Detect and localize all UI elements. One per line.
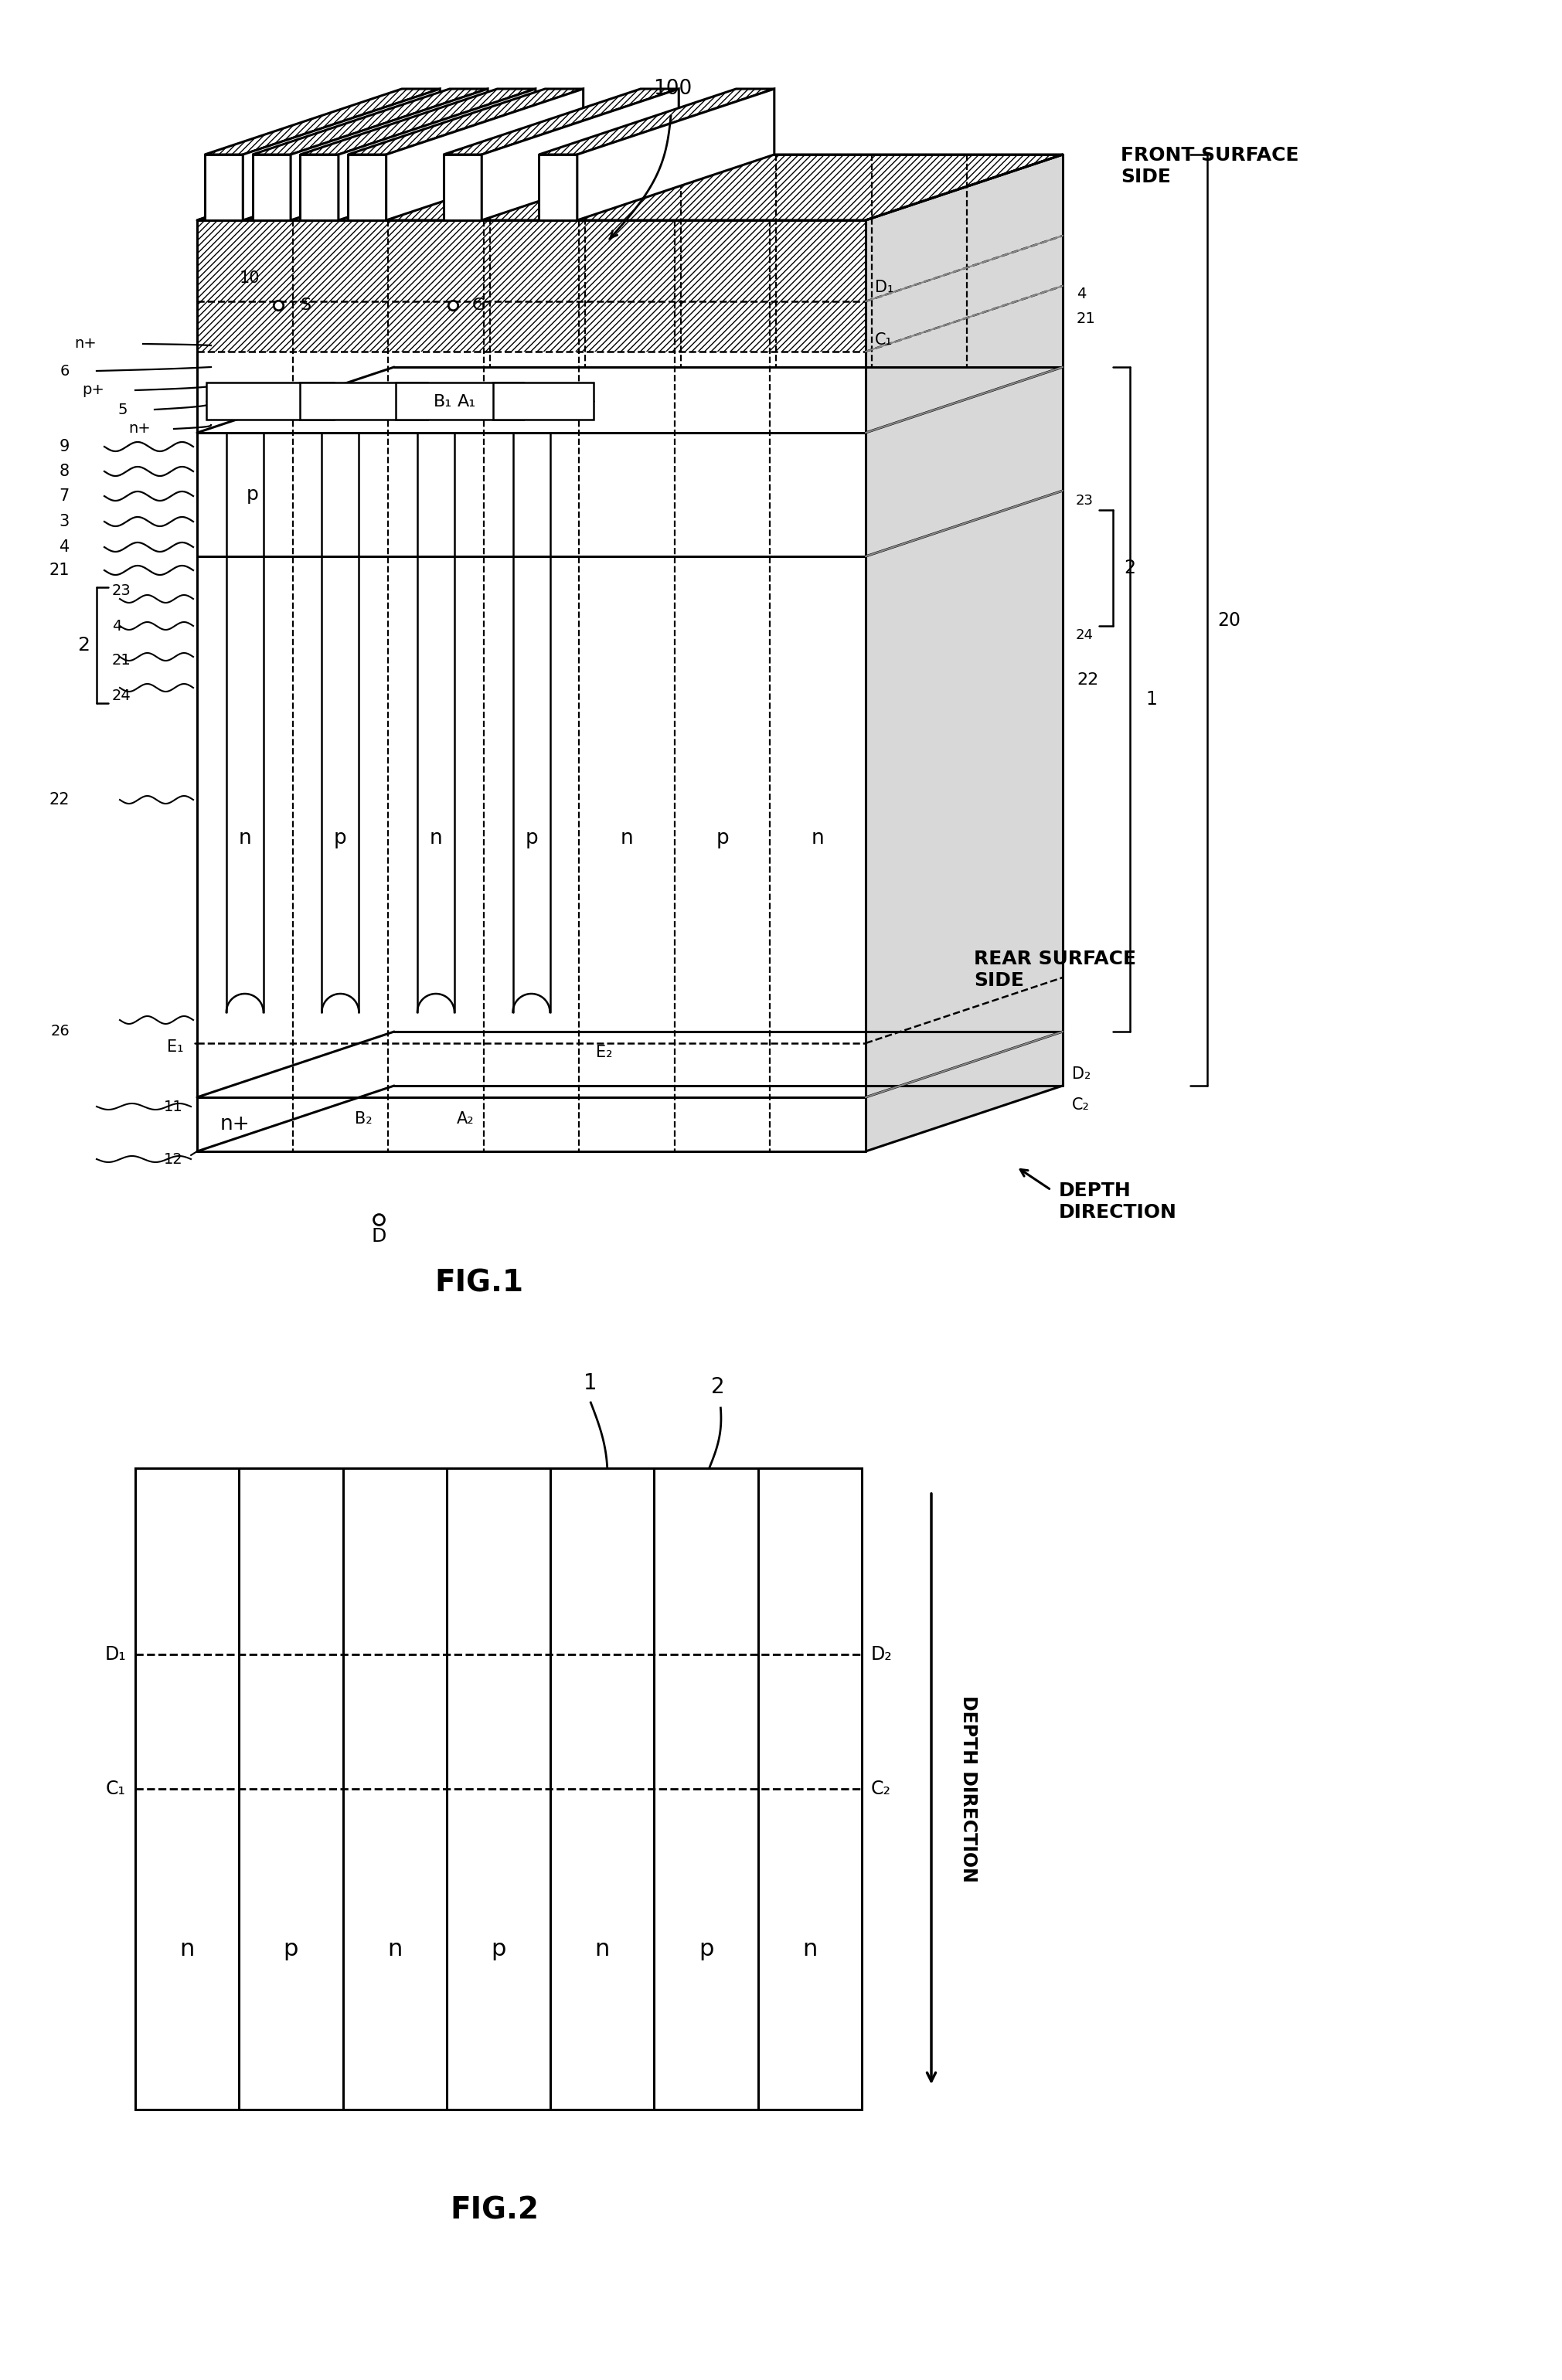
Polygon shape [244, 88, 440, 221]
Bar [300, 383, 428, 419]
Text: 7: 7 [59, 488, 70, 505]
Polygon shape [253, 88, 487, 155]
Text: G: G [472, 298, 486, 312]
Text: 100: 100 [653, 79, 692, 100]
Text: 26: 26 [50, 1023, 70, 1040]
Text: 2: 2 [77, 635, 89, 654]
Text: D₁: D₁ [105, 1645, 127, 1664]
Text: n+: n+ [128, 421, 150, 436]
Text: 4: 4 [59, 540, 70, 555]
Text: 10: 10 [239, 271, 261, 286]
Text: n+: n+ [220, 1114, 250, 1135]
Text: 6: 6 [59, 364, 70, 378]
Text: FIG.1: FIG.1 [434, 1269, 523, 1297]
Text: 23: 23 [1076, 493, 1093, 507]
Polygon shape [865, 155, 1062, 1152]
Text: n: n [239, 828, 251, 847]
Polygon shape [386, 88, 583, 221]
Text: FIG.2: FIG.2 [450, 2194, 539, 2225]
Polygon shape [300, 155, 339, 221]
Text: 4: 4 [112, 619, 122, 633]
Text: 20: 20 [1217, 612, 1240, 628]
Text: n: n [803, 1937, 817, 1961]
Text: 21: 21 [112, 655, 131, 669]
Text: n: n [430, 828, 442, 847]
Text: 21: 21 [1076, 312, 1097, 326]
Polygon shape [348, 88, 583, 155]
Polygon shape [444, 155, 481, 221]
Polygon shape [253, 155, 291, 221]
Text: DEPTH DIRECTION: DEPTH DIRECTION [959, 1695, 978, 1883]
Text: n: n [387, 1937, 401, 1961]
Text: p: p [490, 1937, 506, 1961]
Text: p: p [715, 828, 729, 847]
Text: DEPTH
DIRECTION: DEPTH DIRECTION [1059, 1180, 1178, 1221]
Text: p: p [247, 486, 259, 505]
Text: E₂: E₂ [595, 1045, 612, 1059]
Text: n: n [811, 828, 825, 847]
Bar [206, 383, 334, 419]
Text: FRONT SURFACE
SIDE: FRONT SURFACE SIDE [1120, 145, 1300, 186]
Text: n: n [180, 1937, 195, 1961]
Text: p: p [334, 828, 347, 847]
Text: D₁: D₁ [875, 281, 893, 295]
Text: 21: 21 [48, 562, 70, 578]
Text: D₂: D₂ [1072, 1066, 1090, 1083]
Text: C₁: C₁ [875, 333, 892, 347]
Text: 22: 22 [1076, 671, 1098, 688]
Polygon shape [348, 155, 386, 221]
Polygon shape [444, 88, 679, 155]
Text: p+: p+ [83, 383, 105, 397]
Text: 1: 1 [1147, 690, 1157, 709]
Polygon shape [205, 155, 244, 221]
Text: A₁: A₁ [458, 395, 476, 409]
Text: p: p [525, 828, 537, 847]
Text: p: p [698, 1937, 714, 1961]
Text: B₁: B₁ [434, 395, 453, 409]
Text: 2: 2 [711, 1376, 725, 1397]
Text: A₂: A₂ [456, 1111, 475, 1126]
Text: 12: 12 [164, 1152, 183, 1166]
Text: p: p [283, 1937, 298, 1961]
Polygon shape [291, 88, 487, 221]
Text: 8: 8 [59, 464, 70, 478]
Polygon shape [339, 88, 536, 221]
Text: C₂: C₂ [1072, 1097, 1090, 1114]
Bar [197, 221, 865, 352]
Text: REAR SURFACE
SIDE: REAR SURFACE SIDE [973, 950, 1136, 990]
Text: 23: 23 [112, 583, 131, 597]
Polygon shape [481, 88, 679, 221]
Text: 3: 3 [59, 514, 70, 528]
Text: D: D [372, 1228, 386, 1245]
Text: 4: 4 [1076, 286, 1086, 300]
Text: 5: 5 [117, 402, 128, 416]
Polygon shape [300, 88, 536, 155]
Polygon shape [578, 88, 775, 221]
Text: B₂: B₂ [355, 1111, 372, 1126]
Polygon shape [205, 88, 440, 155]
Bar [494, 383, 594, 419]
Text: 2: 2 [1125, 559, 1136, 578]
Text: n: n [595, 1937, 609, 1961]
Text: C₁: C₁ [106, 1780, 127, 1799]
Bar [395, 383, 523, 419]
Text: E₁: E₁ [167, 1040, 183, 1054]
Text: 1: 1 [584, 1373, 598, 1395]
Text: 11: 11 [164, 1100, 183, 1114]
Polygon shape [197, 155, 1062, 221]
Text: 24: 24 [112, 688, 131, 702]
Text: 22: 22 [48, 793, 70, 807]
Text: 9: 9 [59, 438, 70, 455]
Polygon shape [539, 155, 578, 221]
Bar [136, 1468, 862, 2109]
Text: D₂: D₂ [872, 1645, 892, 1664]
Text: 24: 24 [1076, 628, 1093, 643]
Text: C₂: C₂ [872, 1780, 892, 1799]
Text: S: S [300, 298, 311, 312]
Text: n: n [620, 828, 633, 847]
Text: n+: n+ [75, 336, 97, 352]
Polygon shape [539, 88, 775, 155]
